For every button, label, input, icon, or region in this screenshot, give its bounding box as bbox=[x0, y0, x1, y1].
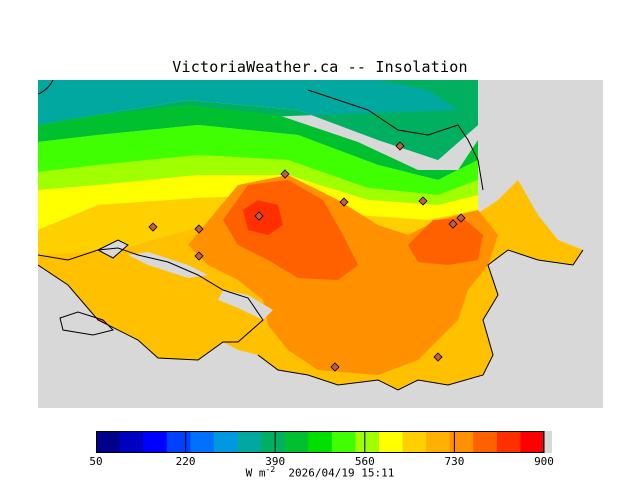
unit-exponent: -2 bbox=[265, 465, 276, 474]
band-yellowgreen bbox=[38, 155, 478, 205]
colorbar-tick-label: 560 bbox=[354, 455, 375, 468]
station-marker bbox=[148, 222, 158, 232]
station-marker bbox=[433, 352, 443, 362]
land-areas bbox=[38, 175, 583, 390]
colorbar-swatch bbox=[261, 431, 286, 453]
colorbar-swatch bbox=[355, 431, 380, 453]
coastlines bbox=[38, 80, 584, 391]
colorbar-swatch bbox=[449, 431, 474, 453]
land-red bbox=[243, 200, 283, 235]
colorbar-svg bbox=[96, 431, 552, 453]
coastline-west-island bbox=[59, 311, 114, 336]
band-gold bbox=[38, 195, 478, 255]
colorbar-tick-label: 50 bbox=[89, 455, 103, 468]
band-lightgreen bbox=[38, 125, 478, 195]
colorbar-swatch bbox=[119, 431, 144, 453]
map-svg bbox=[38, 80, 603, 408]
coastline-south bbox=[38, 247, 264, 361]
colorbar-swatch bbox=[308, 431, 333, 453]
station-marker bbox=[330, 362, 340, 372]
colorbar-swatch bbox=[166, 431, 191, 453]
colorbar-swatch bbox=[331, 431, 356, 453]
colorbar-swatch bbox=[520, 431, 545, 453]
contour-bands bbox=[38, 80, 478, 255]
station-marker bbox=[339, 197, 349, 207]
coastline-north bbox=[307, 89, 484, 191]
colorbar-swatch bbox=[143, 431, 168, 453]
station-marker bbox=[395, 141, 405, 151]
colorbar-tick-label: 390 bbox=[265, 455, 286, 468]
station-marker bbox=[280, 169, 290, 179]
colorbar bbox=[96, 431, 552, 453]
coastline-corner bbox=[38, 80, 54, 95]
colorbar-swatch bbox=[473, 431, 498, 453]
band-yellow bbox=[38, 175, 478, 230]
station-marker bbox=[456, 213, 466, 223]
land-orange-red-east bbox=[408, 218, 483, 265]
station-marker bbox=[194, 251, 204, 261]
timestamp: 2026/04/19 15:11 bbox=[288, 466, 395, 480]
colorbar-swatch bbox=[190, 431, 215, 453]
band-cyan bbox=[38, 80, 478, 160]
coastline-inlet bbox=[96, 239, 129, 259]
station-marker bbox=[418, 196, 428, 206]
insolation-map bbox=[38, 80, 603, 408]
station-marker bbox=[194, 224, 204, 234]
colorbar-swatch bbox=[426, 431, 451, 453]
colorbar-swatch bbox=[378, 431, 404, 453]
station-markers bbox=[148, 141, 466, 372]
colorbar-swatch bbox=[544, 431, 552, 453]
station-marker bbox=[254, 211, 264, 221]
station-marker bbox=[448, 219, 458, 229]
colorbar-swatch bbox=[237, 431, 262, 453]
colorbar-swatch bbox=[96, 431, 121, 453]
colorbar-swatch bbox=[284, 431, 309, 453]
colorbar-swatch bbox=[213, 431, 238, 453]
colorbar-tick-label: 900 bbox=[534, 455, 554, 468]
colorbar-swatch bbox=[402, 431, 427, 453]
colorbar-tick-label: 220 bbox=[175, 455, 196, 468]
colorbar-tick-label: 730 bbox=[444, 455, 465, 468]
coastline-east bbox=[257, 249, 584, 391]
map-title: VictoriaWeather.ca -- Insolation bbox=[172, 58, 468, 76]
colorbar-swatch bbox=[496, 431, 521, 453]
unit-label: W m bbox=[245, 466, 266, 480]
footer: W m-2 2026/04/19 15:11 bbox=[0, 465, 640, 480]
